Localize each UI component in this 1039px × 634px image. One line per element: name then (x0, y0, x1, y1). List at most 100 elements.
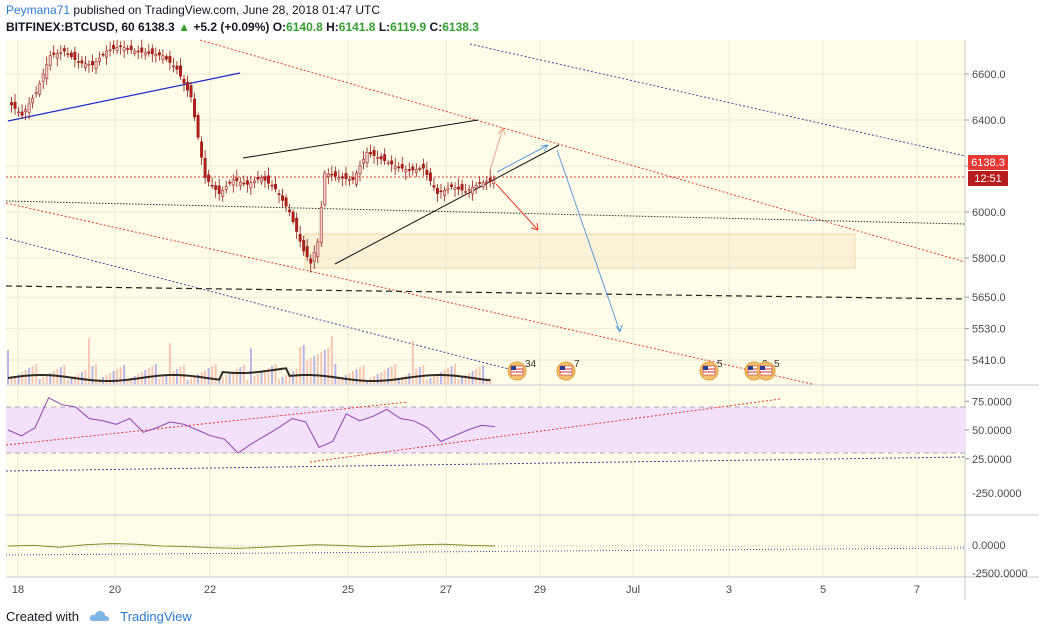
candle-up (238, 181, 242, 186)
volume-bar (401, 377, 404, 384)
volume-bar (383, 370, 386, 384)
candle-down (112, 45, 116, 49)
volume-bar (207, 368, 210, 384)
candle-up (31, 97, 35, 104)
volume-bar (168, 343, 171, 384)
volume-bar (190, 378, 193, 384)
volume-bar (292, 371, 295, 384)
candle-down (13, 102, 17, 109)
candle-down (270, 184, 274, 187)
volume-bar (119, 367, 122, 384)
projection-arrows (489, 127, 623, 333)
volume-bar (299, 347, 302, 384)
candle-up (105, 50, 109, 58)
volume-bar (429, 378, 432, 384)
volume-bar (246, 380, 249, 384)
candle-down (164, 56, 168, 60)
candle-down (330, 173, 334, 176)
candle-down (20, 111, 24, 116)
candle-down (10, 102, 13, 106)
symbol-name[interactable]: BITFINEX:BTCUSD, 60 (6, 20, 135, 34)
volume-bar (454, 364, 457, 384)
high-label: H: (326, 20, 339, 34)
volume-bar (218, 379, 221, 384)
candle-down (263, 176, 267, 181)
candle-up (27, 103, 31, 113)
rsi-red-trend (5, 401, 409, 446)
candle-up (376, 157, 380, 159)
candle-down (390, 160, 394, 165)
volume-bar (316, 354, 319, 384)
candle-down (126, 48, 130, 50)
us-flag-canton (511, 366, 516, 370)
candle-down (214, 185, 218, 190)
tradingview-cloud-icon (89, 611, 109, 621)
volume-bar (197, 374, 200, 384)
volume-bar (475, 369, 478, 384)
time-tick-label: 27 (440, 584, 452, 596)
candle-down (200, 141, 204, 158)
oscillator-line (7, 543, 496, 549)
economic-events[interactable]: 347525 (507, 359, 780, 381)
candle-up (221, 189, 225, 197)
tradingview-link[interactable]: TradingView (120, 609, 192, 624)
volume-bar (323, 350, 326, 384)
candle-down (66, 53, 70, 56)
volume-bar (35, 364, 38, 384)
arrow-up-salmon (489, 127, 504, 171)
volume-bar (387, 368, 390, 384)
volume-bar (130, 378, 133, 384)
time-tick-label: 7 (914, 584, 920, 596)
volume-bar (42, 377, 45, 384)
last-price: 6138.3 (138, 20, 175, 34)
candle-down (228, 181, 232, 184)
volume-bar (116, 369, 119, 384)
candle-up (249, 182, 253, 189)
volume-bar (95, 364, 97, 384)
candle-up (471, 187, 475, 195)
last-price-tag: 6138.3 12:51 (968, 155, 1008, 186)
blue-trendline (7, 72, 241, 122)
candle-down (193, 98, 197, 118)
candle-down (460, 184, 464, 191)
created-with-text: Created with (6, 609, 79, 624)
candle-down (119, 45, 123, 47)
volume-bar (309, 358, 312, 384)
candle-up (453, 187, 457, 190)
time-axis-labels: 18 20 22 25 27 29 Jul 3 5 7 (12, 584, 920, 596)
countdown-tag-text: 12:51 (974, 173, 1002, 185)
candle-up (171, 65, 175, 68)
volume-bar (478, 367, 481, 384)
osc-tick-label: -250.0000 (972, 488, 1022, 500)
candle-down (435, 187, 439, 194)
candle-down (175, 65, 179, 70)
time-tick-label: 20 (109, 584, 121, 596)
volume-bar (175, 369, 178, 384)
candle-down (428, 172, 432, 182)
candle-down (91, 61, 94, 66)
support-zone (304, 233, 856, 269)
volume-bar (274, 364, 277, 384)
candle-up (323, 172, 327, 205)
candle-down (344, 173, 348, 179)
us-flag-canton (748, 366, 753, 370)
author-link[interactable]: Peymana71 (6, 3, 71, 17)
volume-bar (66, 380, 69, 384)
close-label: C: (429, 20, 443, 34)
price-tick-label: 5410.0 (972, 355, 1006, 367)
volume-bar (351, 371, 354, 384)
rsi-line (7, 397, 496, 454)
candle-up (24, 109, 28, 112)
volume-bar (320, 352, 323, 384)
candle-up (312, 252, 316, 262)
arrow-up-salmon-head (497, 127, 506, 136)
candlestick-series (10, 39, 496, 273)
countdown-tag-bg (968, 171, 1008, 186)
volume-bar (38, 379, 41, 384)
volume-bar (235, 369, 238, 384)
volume-bar (359, 367, 361, 384)
volume-bar (489, 378, 492, 384)
us-flag-canton (760, 366, 765, 370)
candle-down (210, 184, 214, 187)
